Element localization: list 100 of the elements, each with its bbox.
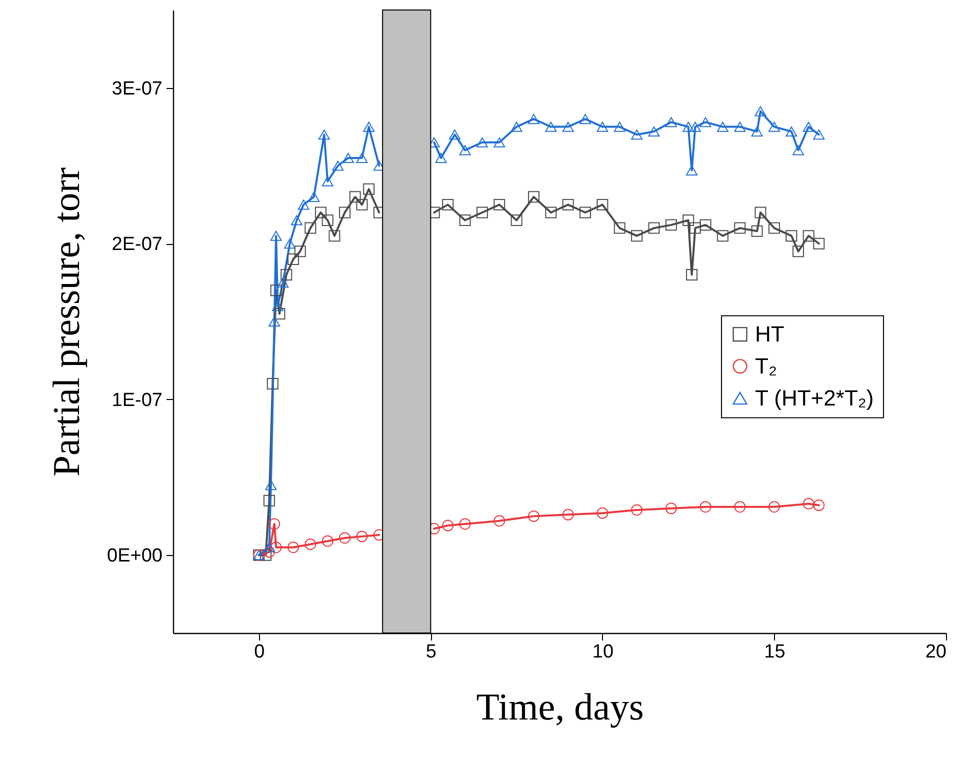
point [682, 214, 694, 226]
point [562, 122, 574, 132]
point [813, 130, 825, 140]
point [270, 542, 282, 554]
point [689, 122, 701, 132]
point [528, 510, 540, 522]
point [665, 117, 677, 128]
x-axis-title: Time, days [476, 686, 644, 728]
legend-label: HT [755, 321, 784, 346]
point [459, 518, 471, 530]
point [274, 308, 286, 320]
point [751, 225, 763, 237]
point [263, 542, 275, 552]
point [631, 130, 643, 140]
point [700, 501, 712, 513]
point [328, 230, 340, 242]
x-tick-label: 5 [426, 642, 436, 662]
point [734, 222, 746, 234]
y-tick-label: 3E-07 [112, 78, 162, 100]
point [686, 269, 698, 281]
point [476, 206, 488, 218]
x-tick-label: 20 [925, 642, 946, 662]
y-tick-label: 1E-07 [112, 390, 162, 411]
point [813, 500, 825, 512]
point [580, 206, 592, 218]
point [318, 130, 330, 140]
point [263, 546, 275, 558]
point [510, 122, 522, 132]
x-tick-label: 15 [764, 642, 786, 662]
point [596, 507, 608, 519]
point [298, 200, 310, 210]
point [545, 122, 557, 132]
point [268, 316, 280, 327]
point [682, 122, 694, 132]
y-tick-label: 2E-07 [112, 234, 162, 256]
point [580, 114, 592, 124]
point [786, 230, 798, 242]
point [700, 117, 712, 128]
point [342, 152, 354, 164]
point [648, 222, 660, 234]
point [596, 122, 608, 132]
point [768, 122, 780, 132]
point [263, 494, 275, 506]
point [665, 219, 677, 231]
point [442, 198, 454, 210]
x-tick-label: 0 [254, 642, 265, 662]
point [786, 126, 798, 137]
point [435, 152, 447, 164]
point [290, 215, 302, 226]
point [280, 269, 292, 281]
point [802, 498, 814, 510]
point [510, 214, 522, 226]
point [648, 126, 660, 137]
point [304, 222, 316, 234]
point [459, 214, 471, 226]
point [272, 300, 284, 311]
point [494, 137, 506, 148]
point [562, 508, 574, 520]
point [288, 253, 299, 265]
point [614, 222, 626, 234]
point [716, 122, 728, 132]
point [294, 246, 306, 258]
point [442, 520, 454, 532]
point [734, 501, 746, 513]
point [356, 152, 368, 164]
point [356, 530, 368, 542]
point [448, 130, 460, 140]
point [339, 206, 351, 218]
point [322, 176, 334, 186]
point [356, 198, 368, 210]
point [802, 230, 814, 242]
point [494, 198, 506, 210]
point [545, 206, 557, 218]
point [734, 122, 746, 132]
y-tick-label: 0E+00 [107, 546, 162, 567]
point [304, 538, 316, 550]
point [494, 515, 506, 527]
point [528, 191, 540, 203]
point [751, 126, 763, 137]
y-axis-title: Partial pressure, torr [46, 167, 88, 477]
point [322, 214, 334, 226]
point [363, 183, 375, 195]
point [270, 230, 282, 241]
point [284, 238, 296, 249]
x-tick-label: 10 [592, 642, 614, 662]
point [614, 122, 626, 132]
point [631, 504, 643, 516]
point [792, 145, 804, 156]
point [754, 106, 766, 116]
point [288, 542, 299, 554]
point [349, 191, 361, 203]
point [700, 219, 712, 231]
point [528, 114, 540, 124]
point [689, 222, 701, 234]
point [266, 378, 278, 390]
point [339, 532, 351, 544]
point [270, 284, 282, 296]
point [322, 535, 334, 547]
point [596, 198, 608, 210]
point [813, 238, 825, 250]
